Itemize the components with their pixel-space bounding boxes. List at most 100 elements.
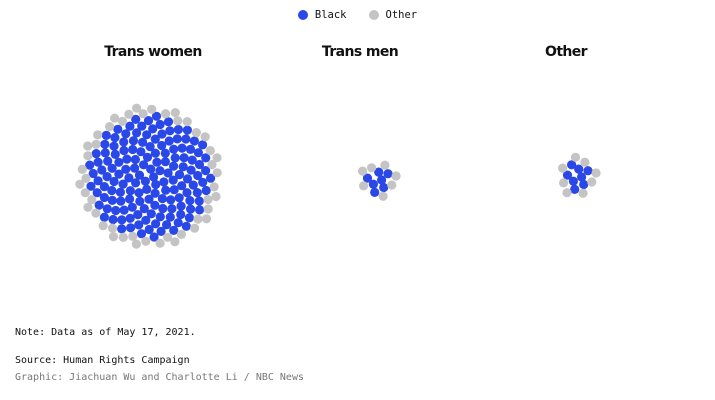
dot-trans-women-black-93: [97, 165, 107, 175]
dot-trans-women-black-6: [142, 184, 152, 194]
dot-trans-men-other-12: [358, 166, 368, 176]
dot-trans-women-black-115: [193, 148, 203, 158]
dot-other-other-14: [562, 188, 572, 198]
dot-trans-women-other-194: [201, 214, 212, 224]
dot-trans-women-other-150: [128, 231, 138, 241]
dot-other-black-6: [570, 184, 580, 194]
legend-item-black: Black: [297, 9, 347, 21]
dot-trans-women-black-148: [85, 160, 95, 170]
dot-trans-women-black-52: [169, 144, 179, 154]
dot-trans-women-black-104: [137, 121, 147, 131]
dot-trans-men-other-13: [391, 171, 401, 181]
dot-trans-women-other-168: [176, 229, 186, 239]
dot-trans-women-other-162: [191, 128, 201, 138]
dot-other-black-5: [583, 166, 593, 176]
dot-trans-women-black-32: [150, 200, 160, 210]
dot-trans-women-other-160: [193, 214, 203, 224]
dot-trans-women-black-41: [128, 144, 138, 155]
dot-trans-women-black-67: [110, 149, 120, 159]
dot-trans-women-black-61: [133, 210, 143, 220]
dot-trans-women-black-9: [131, 178, 141, 188]
dot-other-other-8: [587, 177, 597, 187]
dot-trans-women-black-23: [150, 148, 160, 158]
dot-trans-women-black-114: [93, 157, 103, 167]
dot-trans-women-black-10: [152, 157, 162, 167]
dot-trans-women-black-16: [161, 185, 171, 195]
dot-trans-women-black-85: [99, 182, 109, 192]
dot-trans-women-black-40: [139, 204, 149, 214]
dot-trans-women-black-83: [132, 128, 142, 138]
dot-trans-women-black-26: [169, 161, 179, 171]
dot-trans-women-black-42: [177, 181, 187, 191]
dot-trans-women-black-65: [164, 136, 174, 146]
dot-trans-women-black-106: [93, 176, 103, 186]
dot-trans-women-black-139: [195, 205, 205, 215]
dot-other-black-2: [574, 164, 584, 174]
dot-trans-women-black-134: [169, 225, 179, 235]
dot-trans-women-black-14: [134, 188, 144, 198]
dot-trans-women-other-151: [117, 116, 128, 126]
dot-trans-women-other-183: [200, 132, 210, 142]
dot-trans-women-other-152: [203, 194, 213, 205]
dot-trans-women-other-178: [212, 168, 222, 178]
dot-trans-women-black-102: [194, 159, 205, 170]
dot-other-other-13: [591, 168, 601, 178]
dot-trans-women-other-191: [212, 153, 222, 163]
dot-trans-women-black-72: [102, 172, 112, 182]
dot-trans-women-other-156: [91, 139, 101, 149]
dot-trans-women-black-1: [140, 176, 150, 186]
dot-trans-women-black-24: [157, 194, 167, 204]
dot-trans-men-black-2: [374, 167, 384, 177]
dot-trans-women-black-125: [143, 116, 154, 126]
dot-trans-women-black-90: [111, 205, 121, 216]
dot-trans-women-other-176: [155, 238, 165, 248]
dot-trans-women-other-167: [161, 109, 171, 119]
dot-other-black-4: [562, 170, 573, 180]
dot-trans-women-black-0: [149, 172, 159, 182]
dot-trans-women-black-113: [173, 218, 183, 228]
dot-trans-women-black-33: [122, 154, 132, 164]
dot-trans-women-black-38: [114, 169, 124, 179]
dot-trans-women-black-87: [151, 219, 161, 229]
dot-trans-women-other-173: [203, 204, 213, 214]
dot-trans-women-black-7: [139, 160, 149, 170]
dot-trans-women-black-121: [156, 226, 166, 236]
dot-trans-women-other-170: [205, 146, 215, 156]
dot-trans-women-black-64: [107, 185, 117, 196]
dot-trans-women-black-28: [136, 147, 146, 157]
dot-trans-women-black-94: [185, 144, 196, 154]
dot-trans-women-other-165: [209, 182, 219, 192]
dot-trans-women-other-184: [131, 239, 141, 249]
dot-trans-women-black-45: [158, 203, 168, 214]
dot-trans-women-black-13: [163, 168, 173, 178]
dot-trans-women-black-66: [155, 212, 165, 222]
dot-trans-women-other-179: [98, 221, 108, 231]
dot-trans-women-black-39: [170, 153, 180, 163]
dot-trans-women-black-18: [160, 157, 170, 167]
dot-trans-women-black-95: [134, 220, 144, 230]
dot-other-other-12: [558, 163, 568, 173]
dot-trans-men-black-3: [379, 182, 389, 193]
dot-trans-women-other-181: [190, 223, 200, 233]
dot-trans-men-black-0: [377, 175, 387, 185]
dot-trans-women-black-73: [177, 143, 187, 153]
dot-trans-women-other-186: [211, 191, 221, 202]
dot-trans-women-black-17: [124, 173, 134, 183]
dot-trans-women-black-109: [110, 133, 120, 143]
dot-trans-women-black-89: [193, 170, 203, 181]
dot-trans-women-black-58: [167, 204, 177, 214]
dot-trans-women-other-180: [147, 104, 157, 114]
dot-trans-women-black-100: [162, 220, 172, 230]
legend-label-black: Black: [314, 9, 347, 21]
dot-trans-men-black-4: [362, 173, 373, 183]
dot-trans-women-black-110: [198, 177, 208, 187]
dot-trans-women-black-49: [138, 137, 148, 147]
dot-trans-women-black-21: [168, 175, 178, 185]
dot-trans-women-black-107: [181, 134, 191, 144]
dot-trans-women-black-53: [146, 209, 156, 219]
dot-trans-women-black-27: [135, 196, 145, 206]
dot-trans-women-black-12: [130, 163, 140, 173]
dot-trans-women-other-188: [170, 108, 180, 118]
dot-trans-women-other-153: [87, 195, 97, 205]
dot-trans-women-other-190: [83, 141, 93, 151]
